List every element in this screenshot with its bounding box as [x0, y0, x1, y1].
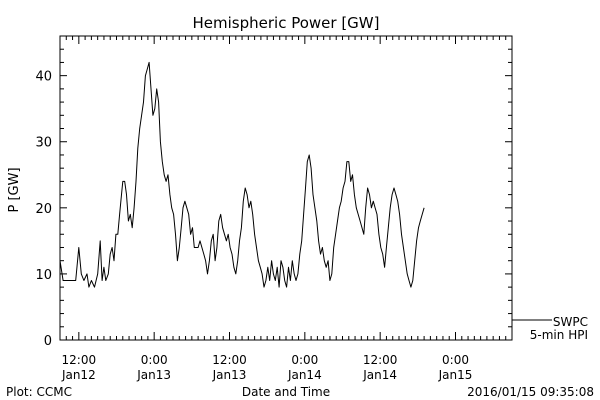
- footer-plot-credit: Plot: CCMC: [6, 385, 72, 399]
- x-tick-label-time: 0:00: [291, 353, 318, 367]
- x-tick-label-date: Jan13: [212, 368, 247, 382]
- x-tick-label-time: 12:00: [363, 353, 398, 367]
- x-tick-label-time: 0:00: [442, 353, 469, 367]
- y-tick-label: 40: [35, 70, 52, 85]
- plot-frame: [59, 35, 513, 341]
- x-tick-label-date: Jan14: [362, 368, 397, 382]
- x-tick-label-date: Jan15: [438, 368, 473, 382]
- x-tick-label-date: Jan13: [136, 368, 171, 382]
- y-axis-label: P [GW]: [7, 167, 22, 212]
- chart-title: Hemispheric Power [GW]: [193, 14, 380, 32]
- series-line-hpi: [59, 61, 425, 288]
- y-tick-label: 10: [35, 268, 52, 283]
- x-tick-label-date: Jan12: [61, 368, 96, 382]
- x-tick-label-time: 12:00: [212, 353, 247, 367]
- x-axis-ticks: 12:00Jan120:00Jan1312:00Jan130:00Jan1412…: [59, 36, 513, 382]
- footer-timestamp: 2016/01/15 09:35:08: [467, 385, 594, 399]
- x-axis-label: Date and Time: [242, 385, 330, 399]
- legend-label-swpc: SWPC: [553, 315, 588, 329]
- y-axis-ticks: 0 10 20 30 40: [35, 35, 512, 349]
- y-tick-label: 0: [44, 334, 52, 349]
- x-tick-label-time: 12:00: [62, 353, 97, 367]
- x-tick-label-time: 0:00: [141, 353, 168, 367]
- y-tick-label: 30: [35, 136, 52, 151]
- legend-label-hpi: 5-min HPI: [530, 328, 588, 342]
- x-tick-label-date: Jan14: [287, 368, 322, 382]
- y-tick-label: 20: [35, 202, 52, 217]
